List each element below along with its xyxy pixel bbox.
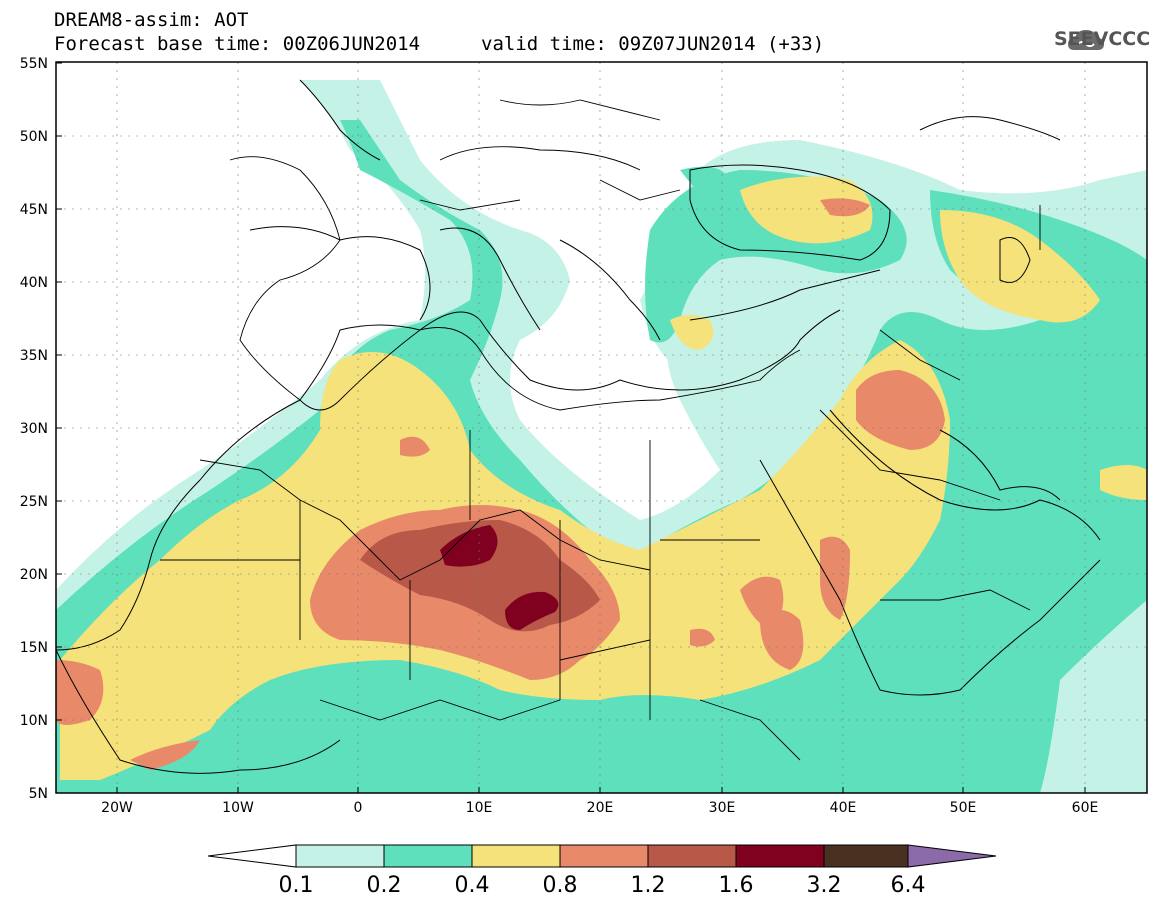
colorbar-segment xyxy=(735,844,825,868)
gridlines xyxy=(56,62,1147,793)
aot-field xyxy=(56,62,1147,793)
colorbar-segment xyxy=(559,844,649,868)
colorbar-low-arrow xyxy=(207,844,297,868)
colorbar-label: 0.4 xyxy=(455,873,490,898)
map-title: DREAM8-assim: AOT xyxy=(54,9,249,31)
lat-label: 55N xyxy=(20,56,48,72)
colorbar-label: 1.6 xyxy=(719,873,754,898)
coastlines xyxy=(56,79,1101,774)
lon-label: 20E xyxy=(587,800,614,816)
lon-label: 10W xyxy=(222,800,254,816)
lon-axis: 20W 10W 0 10E 20E 30E 40E 50E 60E xyxy=(101,800,1098,816)
lon-label: 0 xyxy=(354,800,363,816)
borders xyxy=(160,99,1041,761)
colorbar-labels: 0.1 0.2 0.4 0.8 1.2 1.6 3.2 6.4 xyxy=(279,873,926,898)
colorbar-segment xyxy=(471,844,561,868)
tick-marks xyxy=(56,62,1086,794)
colorbar-segment xyxy=(647,844,737,868)
colorbar-high-arrow xyxy=(907,844,997,868)
valid-time: valid time: 09Z07JUN2014 (+33) xyxy=(481,33,825,55)
lat-label: 35N xyxy=(20,348,48,364)
lon-label: 30E xyxy=(709,800,736,816)
colorbar-segment xyxy=(295,844,385,868)
lat-label: 30N xyxy=(20,421,48,437)
colorbar-label: 6.4 xyxy=(891,873,926,898)
lon-label: 50E xyxy=(950,800,977,816)
lat-label: 5N xyxy=(29,786,48,802)
lat-label: 10N xyxy=(20,713,48,729)
lat-label: 40N xyxy=(20,275,48,291)
colorbar-label: 0.8 xyxy=(543,873,578,898)
lat-label: 25N xyxy=(20,494,48,510)
cloud-icon xyxy=(1068,30,1104,50)
aot-level-1.6 xyxy=(440,525,559,630)
lat-axis: 5N 10N 15N 20N 25N 30N 35N 40N 45N 50N 5… xyxy=(20,56,48,802)
colorbar-label: 3.2 xyxy=(807,873,842,898)
lat-label: 20N xyxy=(20,567,48,583)
colorbar-segment xyxy=(823,844,909,868)
colorbar xyxy=(207,844,997,868)
lat-label: 45N xyxy=(20,202,48,218)
lon-label: 40E xyxy=(830,800,857,816)
colorbar-label: 1.2 xyxy=(631,873,666,898)
lon-label: 10E xyxy=(466,800,493,816)
forecast-base-time: Forecast base time: 00Z06JUN2014 xyxy=(54,33,421,55)
colorbar-label: 0.2 xyxy=(367,873,402,898)
lon-label: 20W xyxy=(101,800,133,816)
lon-label: 60E xyxy=(1072,800,1099,816)
colorbar-segment xyxy=(383,844,473,868)
lat-label: 50N xyxy=(20,129,48,145)
colorbar-label: 0.1 xyxy=(279,873,314,898)
lat-label: 15N xyxy=(20,640,48,656)
logo-text: SEEVCCC xyxy=(1054,28,1151,50)
